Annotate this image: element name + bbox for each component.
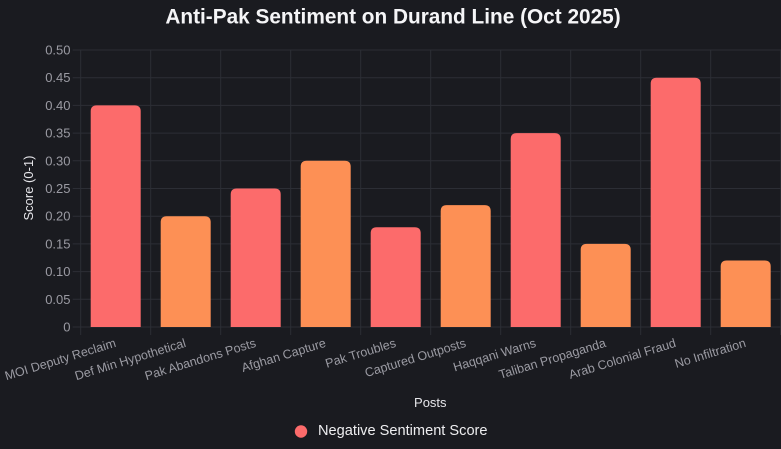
svg-text:Posts: Posts — [414, 395, 447, 410]
svg-text:0.30: 0.30 — [45, 153, 70, 168]
svg-text:0.10: 0.10 — [45, 264, 70, 279]
svg-text:0.40: 0.40 — [45, 98, 70, 113]
svg-text:0: 0 — [63, 320, 70, 335]
svg-text:0.20: 0.20 — [45, 209, 70, 224]
svg-text:0.35: 0.35 — [45, 126, 70, 141]
svg-text:0.45: 0.45 — [45, 70, 70, 85]
svg-text:0.25: 0.25 — [45, 181, 70, 196]
svg-text:Negative Sentiment Score: Negative Sentiment Score — [318, 423, 488, 439]
svg-text:0.50: 0.50 — [45, 43, 70, 58]
svg-text:Anti-Pak Sentiment on Durand L: Anti-Pak Sentiment on Durand Line (Oct 2… — [165, 6, 620, 29]
svg-text:0.05: 0.05 — [45, 292, 70, 307]
svg-text:Score (0-1): Score (0-1) — [21, 155, 36, 220]
svg-text:0.15: 0.15 — [45, 236, 70, 251]
